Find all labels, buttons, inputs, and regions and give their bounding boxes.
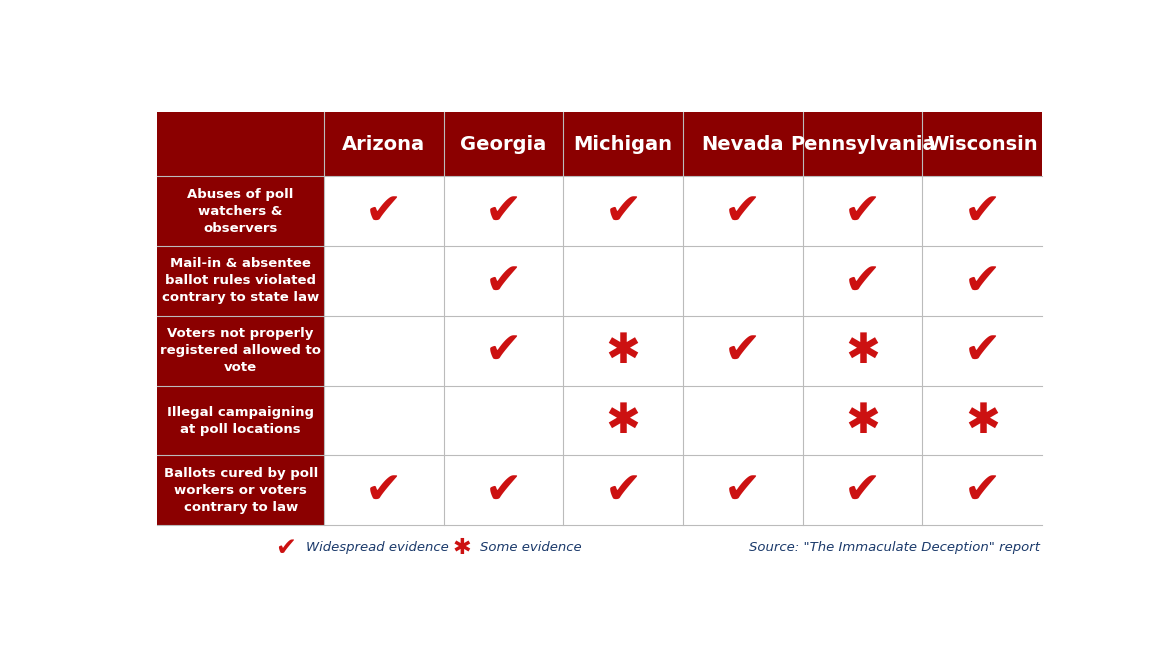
FancyBboxPatch shape [683, 316, 802, 386]
FancyBboxPatch shape [802, 386, 922, 455]
Text: Nevada: Nevada [702, 135, 784, 154]
Text: ✔: ✔ [485, 469, 522, 512]
FancyBboxPatch shape [563, 176, 683, 246]
Text: ✔: ✔ [963, 190, 1000, 233]
FancyBboxPatch shape [683, 246, 802, 316]
Text: ✔: ✔ [844, 190, 881, 233]
Text: Illegal campaigning
at poll locations: Illegal campaigning at poll locations [167, 406, 314, 435]
Text: ✔: ✔ [963, 469, 1000, 512]
Text: ✔: ✔ [724, 469, 761, 512]
Text: ✔: ✔ [724, 190, 761, 233]
FancyBboxPatch shape [443, 176, 563, 246]
Text: ✱: ✱ [452, 537, 471, 557]
Text: ✱: ✱ [845, 329, 880, 371]
Text: Georgia: Georgia [461, 135, 547, 154]
FancyBboxPatch shape [157, 455, 324, 525]
Text: Some evidence: Some evidence [480, 541, 582, 554]
FancyBboxPatch shape [922, 455, 1042, 525]
FancyBboxPatch shape [563, 386, 683, 455]
FancyBboxPatch shape [922, 246, 1042, 316]
FancyBboxPatch shape [157, 176, 324, 246]
Text: ✔: ✔ [604, 469, 641, 512]
FancyBboxPatch shape [324, 386, 443, 455]
Text: ✔: ✔ [365, 469, 402, 512]
FancyBboxPatch shape [157, 246, 324, 316]
FancyBboxPatch shape [157, 386, 324, 455]
Text: ✔: ✔ [724, 329, 761, 372]
FancyBboxPatch shape [157, 112, 324, 176]
FancyBboxPatch shape [324, 316, 443, 386]
Text: Voters not properly
registered allowed to
vote: Voters not properly registered allowed t… [160, 328, 321, 374]
FancyBboxPatch shape [802, 176, 922, 246]
FancyBboxPatch shape [324, 246, 443, 316]
FancyBboxPatch shape [922, 316, 1042, 386]
Text: ✔: ✔ [485, 329, 522, 372]
FancyBboxPatch shape [802, 246, 922, 316]
FancyBboxPatch shape [922, 176, 1042, 246]
Text: Wisconsin: Wisconsin [927, 135, 1038, 154]
Text: Abuses of poll
watchers &
observers: Abuses of poll watchers & observers [188, 188, 294, 234]
Text: Arizona: Arizona [342, 135, 426, 154]
Text: ✔: ✔ [844, 260, 881, 302]
FancyBboxPatch shape [563, 316, 683, 386]
Text: Mail-in & absentee
ballot rules violated
contrary to state law: Mail-in & absentee ballot rules violated… [162, 258, 319, 304]
Text: ✔: ✔ [844, 469, 881, 512]
Text: ✱: ✱ [965, 399, 999, 441]
Text: Michigan: Michigan [574, 135, 673, 154]
FancyBboxPatch shape [443, 246, 563, 316]
FancyBboxPatch shape [922, 386, 1042, 455]
FancyBboxPatch shape [324, 176, 443, 246]
FancyBboxPatch shape [443, 386, 563, 455]
FancyBboxPatch shape [683, 176, 802, 246]
Text: ✔: ✔ [365, 190, 402, 233]
Text: ✱: ✱ [605, 399, 640, 441]
FancyBboxPatch shape [157, 316, 324, 386]
Text: ✔: ✔ [604, 190, 641, 233]
Text: ✔: ✔ [485, 260, 522, 302]
Text: ✔: ✔ [485, 190, 522, 233]
Text: ✱: ✱ [845, 399, 880, 441]
FancyBboxPatch shape [324, 112, 1042, 176]
FancyBboxPatch shape [324, 455, 443, 525]
Text: Source: "The Immaculate Deception" report: Source: "The Immaculate Deception" repor… [750, 541, 1040, 554]
Text: ✔: ✔ [963, 260, 1000, 302]
FancyBboxPatch shape [443, 316, 563, 386]
FancyBboxPatch shape [802, 455, 922, 525]
FancyBboxPatch shape [683, 386, 802, 455]
Text: Widespread evidence: Widespread evidence [305, 541, 449, 554]
Text: Ballots cured by poll
workers or voters
contrary to law: Ballots cured by poll workers or voters … [163, 467, 318, 514]
FancyBboxPatch shape [683, 455, 802, 525]
FancyBboxPatch shape [563, 455, 683, 525]
Text: ✔: ✔ [963, 329, 1000, 372]
FancyBboxPatch shape [802, 316, 922, 386]
FancyBboxPatch shape [443, 455, 563, 525]
Text: ✔: ✔ [275, 536, 296, 559]
FancyBboxPatch shape [563, 246, 683, 316]
Text: ✱: ✱ [605, 329, 640, 371]
Text: Pennsylvania: Pennsylvania [789, 135, 935, 154]
